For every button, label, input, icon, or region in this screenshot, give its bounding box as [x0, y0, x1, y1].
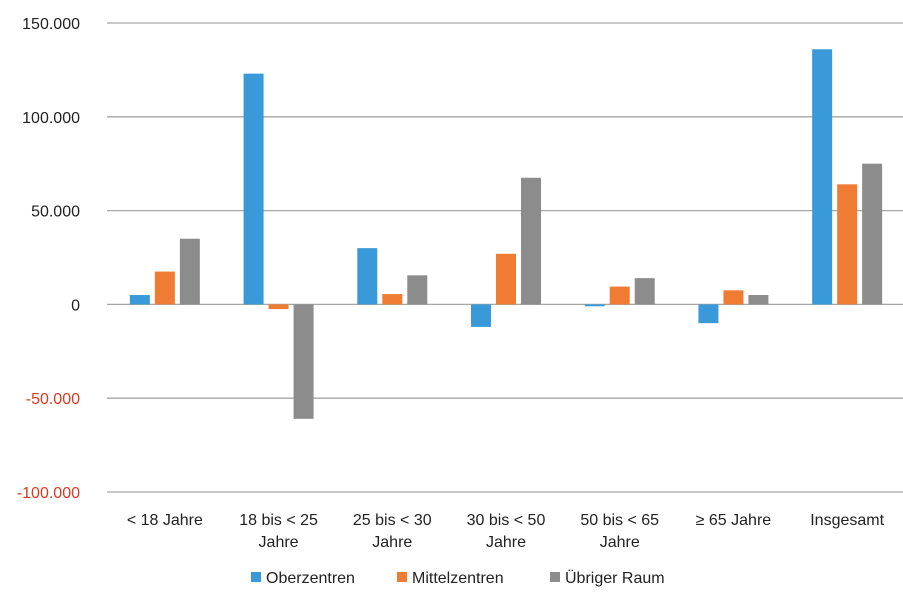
bar: [862, 163, 883, 305]
bar: [584, 304, 605, 307]
bar: [748, 295, 769, 305]
category-label: 50 bis < 65: [580, 512, 659, 529]
y-tick-label: -100.000: [17, 485, 80, 502]
legend-swatch: [550, 572, 560, 582]
category-label: Jahre: [486, 534, 526, 551]
legend-label: Übriger Raum: [565, 569, 665, 587]
legend-swatch: [251, 572, 261, 582]
bar: [243, 73, 264, 305]
legend-swatch: [397, 572, 407, 582]
y-axis-ticks: 150.000 100.000 50.000 0 -50.000 -100.000: [17, 16, 80, 502]
y-tick-label: -50.000: [26, 391, 80, 408]
x-axis-categories: < 18 Jahre 18 bis < 25 Jahre 25 bis < 30 Jah…: [127, 512, 885, 551]
gridlines: [107, 22, 903, 493]
category-label: Insgesamt: [810, 512, 884, 529]
bar: [179, 238, 200, 305]
legend: Oberzentren Mittelzentren Übriger Raum: [251, 569, 665, 587]
category-label: < 18 Jahre: [127, 512, 203, 529]
bars: [129, 49, 883, 419]
category-label: Jahre: [259, 534, 299, 551]
category-label: 30 bis < 50: [467, 512, 546, 529]
category-label: Jahre: [372, 534, 412, 551]
bar: [521, 177, 541, 305]
bar: [357, 248, 378, 305]
bar: [496, 253, 516, 305]
bar: [129, 295, 150, 305]
bar: [407, 275, 428, 305]
bar: [268, 304, 289, 310]
legend-label: Mittelzentren: [412, 570, 504, 587]
y-tick-label: 0: [71, 297, 80, 314]
bar: [723, 290, 744, 305]
bar: [609, 286, 630, 305]
bar: [812, 49, 833, 305]
y-tick-label: 100.000: [22, 110, 80, 127]
y-tick-label: 50.000: [31, 204, 80, 221]
legend-label: Oberzentren: [266, 570, 355, 587]
category-label: 18 bis < 25: [239, 512, 318, 529]
y-tick-label: 150.000: [22, 16, 80, 33]
bar: [634, 278, 655, 305]
category-label: Jahre: [600, 534, 640, 551]
category-label: ≥ 65 Jahre: [696, 512, 772, 529]
bar: [382, 294, 403, 305]
category-label: 25 bis < 30: [353, 512, 432, 529]
bar: [837, 184, 858, 305]
bar: [154, 271, 175, 305]
bar: [293, 304, 314, 419]
bar: [698, 304, 719, 324]
bar: [471, 304, 491, 327]
